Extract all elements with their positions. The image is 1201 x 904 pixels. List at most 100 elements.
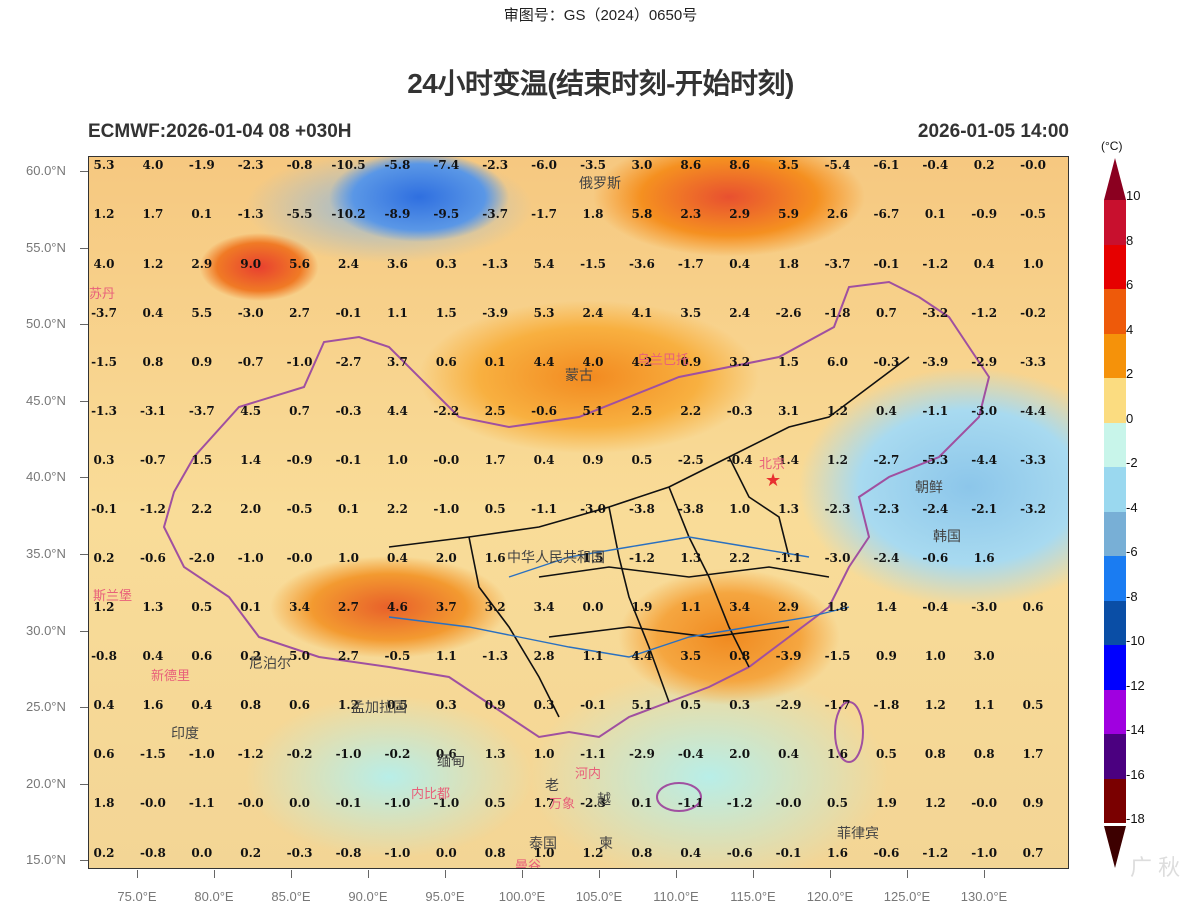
grid-value: 1.2 <box>924 796 946 810</box>
colorbar-tick-label: 10 <box>1126 188 1141 203</box>
grid-value: -10.2 <box>331 207 366 221</box>
grid-value: 1.2 <box>93 600 115 614</box>
grid-value: 0.2 <box>240 846 262 860</box>
grid-value: -1.5 <box>580 257 606 271</box>
valid-time-label: 2026-01-05 14:00 <box>917 121 1069 142</box>
grid-value: -2.1 <box>971 502 998 516</box>
grid-value: 0.1 <box>191 207 213 221</box>
grid-value: 5.4 <box>533 257 555 271</box>
colorbar-segment <box>1104 289 1126 334</box>
grid-value: 4.0 <box>582 355 604 369</box>
grid-value: -5.5 <box>286 207 313 221</box>
country-label: 俄罗斯 <box>579 175 621 191</box>
grid-value: 0.6 <box>93 747 115 761</box>
grid-value: 0.5 <box>680 698 702 712</box>
grid-value: -1.2 <box>139 502 166 516</box>
colorbar-tick-label: -2 <box>1126 455 1138 470</box>
colorbar-segment <box>1104 467 1126 512</box>
grid-value: 0.8 <box>924 747 946 761</box>
grid-value: -0.5 <box>384 649 411 663</box>
grid-value: 0.9 <box>875 649 897 663</box>
grid-value: 2.3 <box>680 207 702 221</box>
grid-value: 0.5 <box>1022 698 1044 712</box>
grid-value: -1.2 <box>922 257 949 271</box>
grid-value: -0.1 <box>335 453 362 467</box>
grid-value: -1.3 <box>482 649 509 663</box>
colorbar-bottom-arrow <box>1104 826 1126 868</box>
latitude-tick <box>80 247 88 249</box>
colorbar-segment <box>1104 378 1126 423</box>
longitude-tick-label: 80.0°E <box>194 889 234 904</box>
grid-value: 3.2 <box>729 355 751 369</box>
city-label: 河内 <box>575 766 602 781</box>
grid-value: -2.3 <box>237 158 264 172</box>
grid-value: -0.4 <box>922 600 949 614</box>
colorbar-tick-label: 0 <box>1126 410 1134 426</box>
grid-value: -1.0 <box>335 747 362 761</box>
grid-value: -0.1 <box>775 846 802 860</box>
grid-value: -0.1 <box>91 502 117 516</box>
grid-value: 2.2 <box>191 502 213 516</box>
grid-value: -3.5 <box>580 158 606 172</box>
country-label: 菲律宾 <box>837 825 879 841</box>
grid-value: -0.6 <box>873 846 900 860</box>
longitude-tick-label: 110.0°E <box>653 889 699 904</box>
grid-value: -1.7 <box>531 207 558 221</box>
grid-value: -0.0 <box>1020 158 1047 172</box>
grid-value: 1.1 <box>582 649 604 663</box>
grid-value: 0.7 <box>875 306 897 320</box>
grid-value: 3.2 <box>484 600 506 614</box>
colorbar-tick-label: 8 <box>1126 232 1134 248</box>
grid-value: 3.5 <box>680 306 702 320</box>
temperature-change-map: 5.3 4.0 -1.9 -2.3 -0.8 -10.5 -5.8 -7.4 -2.3 -6.0 -… <box>88 156 1069 869</box>
grid-value: 1.8 <box>93 796 115 810</box>
grid-value: -3.8 <box>677 502 704 516</box>
longitude-tick-label: 100.0°E <box>498 889 546 904</box>
grid-value: -0.0 <box>433 453 460 467</box>
latitude-tick <box>80 400 88 402</box>
grid-value: 0.4 <box>533 453 555 467</box>
grid-value: -2.4 <box>873 551 900 565</box>
grid-value: -1.0 <box>237 551 264 565</box>
grid-value: 0.8 <box>631 846 653 860</box>
colorbar-tick-label: -8 <box>1126 588 1138 604</box>
grid-value: 1.2 <box>924 698 946 712</box>
grid-value: 0.1 <box>484 355 506 369</box>
grid-value: -0.1 <box>873 257 900 271</box>
grid-value: -1.1 <box>188 796 215 810</box>
colorbar-tick-label: 4 <box>1126 321 1134 337</box>
grid-value: 1.1 <box>680 600 702 614</box>
grid-value: -3.6 <box>628 257 655 271</box>
grid-value: -3.0 <box>971 404 998 418</box>
longitude-tick <box>291 870 292 878</box>
latitude-tick-label: 20.0°N <box>26 775 66 791</box>
grid-value: 0.6 <box>435 355 457 369</box>
grid-value: -0.4 <box>677 747 704 761</box>
grid-value: 1.7 <box>484 453 506 467</box>
grid-value: 6.0 <box>827 355 848 369</box>
map-title: 24小时变温(结束时刻-开始时刻) <box>407 68 794 99</box>
grid-value: 1.3 <box>142 600 164 614</box>
grid-value: -0.2 <box>1020 306 1047 320</box>
grid-value: -3.0 <box>580 502 606 516</box>
longitude-tick-label: 115.0°E <box>730 889 776 904</box>
grid-value: 3.5 <box>680 649 702 663</box>
latitude-tick <box>80 860 88 862</box>
grid-value: 0.9 <box>484 698 506 712</box>
grid-value: 0.3 <box>435 698 457 712</box>
latitude-tick <box>80 477 88 479</box>
city-label: 苏丹 <box>89 286 116 301</box>
country-label: 韩国 <box>933 528 961 544</box>
grid-value: -3.9 <box>775 649 802 663</box>
grid-value: -3.2 <box>922 306 949 320</box>
grid-value: 0.9 <box>191 355 213 369</box>
grid-value: 1.3 <box>680 551 702 565</box>
grid-value: -0.5 <box>286 502 313 516</box>
grid-value: -2.3 <box>824 502 851 516</box>
grid-value: 1.1 <box>435 649 457 663</box>
grid-value: -1.2 <box>726 796 753 810</box>
grid-value: -1.7 <box>677 257 704 271</box>
longitude-tick <box>830 870 831 878</box>
grid-value: -1.1 <box>922 404 949 418</box>
grid-value: -4.4 <box>971 453 998 467</box>
